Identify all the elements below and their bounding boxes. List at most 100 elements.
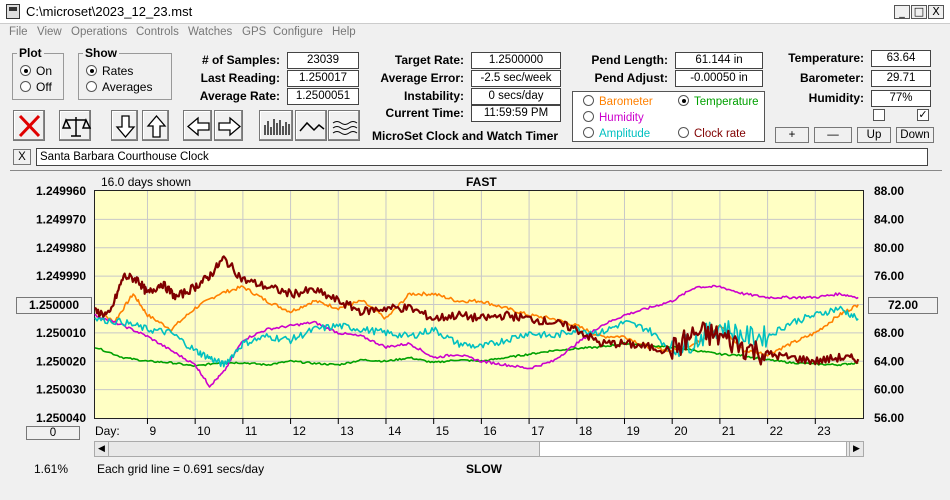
show-averages-label: Averages	[102, 80, 153, 94]
series-barometer-radio[interactable]: Barometer	[583, 95, 653, 108]
arrow-left-button[interactable]	[183, 110, 212, 141]
horizontal-scrollbar[interactable]: ◀ ▶	[94, 441, 864, 457]
y-right-tick-label: 80.00	[874, 241, 904, 255]
checkbox-1[interactable]	[873, 109, 885, 121]
series-line-humidity	[94, 284, 859, 388]
radio-icon	[583, 95, 594, 106]
radio-icon	[20, 81, 31, 92]
series-clock-rate-label: Clock rate	[694, 128, 746, 140]
stop-button[interactable]	[13, 110, 45, 141]
radio-selected-icon	[678, 95, 689, 106]
menu-view[interactable]: View	[37, 26, 62, 38]
wave-graph-button[interactable]	[328, 110, 360, 141]
plot-off-radio[interactable]: Off	[20, 80, 52, 94]
series-barometer-label: Barometer	[599, 96, 653, 108]
current-time-label: Current Time:	[385, 106, 464, 120]
show-averages-radio[interactable]: Averages	[86, 80, 152, 94]
plot-off-label: Off	[36, 80, 52, 94]
menu-operations[interactable]: Operations	[71, 26, 128, 38]
x-tick-label: 13	[340, 424, 354, 438]
x-tick-label: 17	[531, 424, 545, 438]
bar-graph-button[interactable]	[259, 110, 293, 141]
app-icon	[6, 4, 20, 19]
y-right-tick-label: 60.00	[874, 383, 904, 397]
target-rate-value[interactable]: 1.2500000	[471, 52, 561, 69]
day-label: Day:	[95, 424, 120, 438]
down-button[interactable]: Down	[896, 127, 934, 143]
balance-button[interactable]	[59, 110, 92, 141]
grid-note: Each grid line = 0.691 secs/day	[97, 462, 265, 476]
arrow-right-icon	[218, 116, 242, 137]
menu-file[interactable]: File	[9, 26, 28, 38]
menu-help[interactable]: Help	[332, 26, 356, 38]
days-shown: 16.0 days shown	[101, 175, 192, 189]
plot-on-label: On	[36, 64, 53, 78]
checkbox-2[interactable]: ✓	[917, 109, 929, 121]
graph-panel	[10, 170, 942, 460]
scroll-thumb[interactable]	[539, 442, 847, 456]
series-amplitude-label: Amplitude	[599, 128, 651, 140]
pend-adjust-value[interactable]: -0.00050 in	[675, 70, 763, 87]
barometer-value: 29.71	[871, 70, 931, 87]
x-tick-label: 20	[674, 424, 688, 438]
menu-gps[interactable]: GPS	[242, 26, 267, 38]
minimize-button[interactable]: _	[894, 5, 910, 19]
x-tick-label: 23	[817, 424, 831, 438]
left-center-marker[interactable]: 1.250000	[16, 297, 92, 314]
series-select-box	[572, 91, 765, 142]
last-reading-label: Last Reading:	[200, 71, 280, 85]
show-legend: Show	[85, 46, 117, 60]
instability-label: Instability:	[403, 89, 464, 103]
radio-icon	[678, 127, 689, 138]
plot-on-radio[interactable]: On	[20, 64, 52, 78]
series-humidity-radio[interactable]: Humidity	[583, 111, 644, 124]
average-rate-value: 1.2500051	[287, 88, 359, 105]
series-line-amplitude	[94, 305, 859, 368]
line-graph-button[interactable]	[295, 110, 327, 141]
y-left-tick-label: 1.250020	[36, 354, 86, 368]
window-title: C:\microset\2023_12_23.mst	[26, 4, 193, 19]
show-rates-radio[interactable]: Rates	[86, 64, 133, 78]
maximize-button[interactable]: □	[911, 5, 927, 19]
zero-button[interactable]: 0	[26, 426, 80, 440]
app-subtitle: MicroSet Clock and Watch Timer	[372, 129, 559, 143]
menu-watches[interactable]: Watches	[188, 26, 233, 38]
line-graph-icon	[299, 121, 325, 132]
plot-legend: Plot	[19, 46, 42, 60]
y-left-tick-label: 1.250010	[36, 326, 86, 340]
series-clock-rate-radio[interactable]: Clock rate	[678, 127, 746, 140]
scroll-left-arrow-icon[interactable]: ◀	[95, 442, 109, 456]
humidity-value: 77%	[871, 90, 931, 107]
y-left-tick-label: 1.249980	[36, 241, 86, 255]
arrow-up-icon	[146, 114, 167, 138]
close-button[interactable]: X	[928, 5, 944, 19]
average-rate-label: Average Rate:	[199, 89, 280, 103]
pend-length-value[interactable]: 61.144 in	[675, 52, 763, 69]
arrow-right-button[interactable]	[214, 110, 243, 141]
temperature-label: Temperature:	[788, 51, 864, 65]
series-amplitude-radio[interactable]: Amplitude	[583, 127, 650, 140]
menu-controls[interactable]: Controls	[136, 26, 179, 38]
average-error-label: Average Error:	[380, 71, 464, 85]
clock-name-field[interactable]: Santa Barbara Courthouse Clock	[36, 148, 928, 166]
y-right-tick-label: 84.00	[874, 212, 904, 226]
x-tick-label: 11	[245, 424, 258, 438]
y-left-tick-label: 1.249970	[36, 212, 86, 226]
up-button[interactable]: Up	[857, 127, 891, 143]
current-time-value: 11:59:59 PM	[471, 105, 561, 122]
series-temperature-radio[interactable]: Temperature	[678, 95, 759, 108]
samples-label: # of Samples:	[201, 53, 280, 67]
x-tick-label: 15	[436, 424, 450, 438]
arrow-down-icon	[115, 115, 136, 139]
y-left-tick-label: 1.249990	[36, 269, 86, 283]
arrow-up-button[interactable]	[142, 110, 169, 141]
arrow-down-button[interactable]	[111, 110, 138, 141]
menu-configure[interactable]: Configure	[273, 26, 323, 38]
right-center-marker[interactable]: 72.00	[868, 297, 938, 314]
y-left-tick-label: 1.249960	[36, 184, 86, 198]
clear-clock-button[interactable]: X	[13, 149, 31, 165]
plus-button[interactable]: +	[775, 127, 809, 143]
scroll-right-arrow-icon[interactable]: ▶	[849, 442, 863, 456]
minus-button[interactable]: —	[814, 127, 852, 143]
plot-group: Plot	[12, 46, 64, 100]
